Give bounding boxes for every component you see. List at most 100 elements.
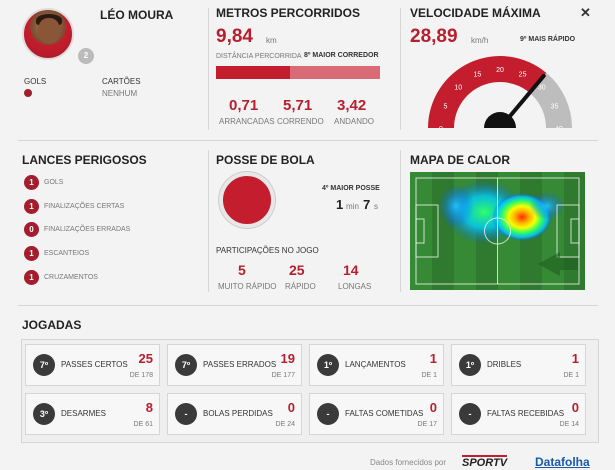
card-value: 1 [429,351,437,366]
lance-item-gols: 1 GOLS [24,175,63,190]
lance-count-badge: 1 [24,246,39,261]
gauge-empty-arc [529,72,572,128]
player-name: LÉO MOURA [100,8,174,22]
correndo-value: 5,71 [283,97,313,114]
card-value: 0 [429,400,437,415]
jersey-number-badge: 2 [78,48,94,64]
rapido-label: RÁPIDO [285,282,316,291]
lance-label: FINALIZAÇÕES ERRADAS [44,226,131,233]
gol-dot-icon [24,89,32,97]
participacoes-label: PARTICIPAÇÕES NO JOGO [216,246,319,255]
posse-title: POSSE DE BOLA [216,153,315,167]
rank-badge: - [175,403,197,425]
rank-badge: - [317,403,339,425]
gauge-tick-label: 30 [538,84,546,91]
card-passes-certos: 7º PASSES CERTOS 25 DE 178 [25,344,160,386]
card-label: PASSES CERTOS [61,360,128,369]
card-lancamentos: 1º LANÇAMENTOS 1 DE 1 [309,344,444,386]
lance-label: FINALIZAÇÕES CERTAS [44,203,125,210]
gauge-tick-label: 0 [439,126,443,128]
card-bolas-perdidas: - BOLAS PERDIDAS 0 DE 24 [167,393,302,435]
card-label: FALTAS COMETIDAS [345,409,424,418]
rank-badge: 7º [175,354,197,376]
distance-bar [216,66,380,79]
corredor-rank: 8º MAIOR CORREDOR [304,52,379,59]
gauge-tick-label: 25 [519,71,527,78]
card-value: 25 [138,351,153,366]
gauge-tick-label: 35 [551,103,559,110]
rank-badge: 1º [459,354,481,376]
card-label: BOLAS PERDIDAS [203,409,273,418]
card-label: DESARMES [61,409,106,418]
posse-min-unit: min [346,202,359,211]
datafolha-logo: Datafolha [535,455,590,469]
mapa-title: MAPA DE CALOR [410,153,510,167]
card-value: 8 [145,400,153,415]
posse-min-value: 1 [336,197,344,212]
player-avatar [22,8,74,60]
metros-unit: km [266,36,277,45]
metros-value: 9,84 [216,26,253,47]
cartoes-label: CARTÕES [102,77,141,86]
gauge-filled-arc [428,56,547,128]
card-dribles: 1º DRIBLES 1 DE 1 [451,344,586,386]
gauge-tick-label: 15 [474,71,482,78]
lance-count-badge: 1 [24,175,39,190]
card-total: DE 178 [129,372,153,379]
jogadas-title: JOGADAS [22,318,82,332]
card-faltas-recebidas: - FALTAS RECEBIDAS 0 DE 14 [451,393,586,435]
gols-label: GOLS [24,77,47,86]
speed-gauge: 0 5 10 15 20 25 30 35 40 [428,56,572,128]
gauge-tick-label: 5 [444,103,448,110]
posse-circle [219,172,275,228]
andando-label: ANDANDO [334,117,375,126]
lance-item-cruzamentos: 1 CRUZAMENTOS [24,270,98,285]
rank-badge: 7º [33,354,55,376]
card-total: DE 14 [559,421,579,428]
card-label: PASSES ERRADOS [203,360,277,369]
card-label: LANÇAMENTOS [345,360,406,369]
heat-map [410,172,585,290]
arrancadas-value: 0,71 [229,97,259,114]
lance-item-finalizacoes-certas: 1 FINALIZAÇÕES CERTAS [24,199,124,214]
card-desarmes: 3º DESARMES 8 DE 61 [25,393,160,435]
card-total: DE 177 [271,372,295,379]
sportv-logo: SPORTV [462,455,508,469]
card-total: DE 1 [563,372,579,379]
gauge-tick-label: 20 [496,67,504,74]
gauge-hub [484,112,516,128]
arrancadas-label: ARRANCADAS [219,117,275,126]
velocidade-rank: 9º MAIS RÁPIDO [520,36,576,43]
lance-count-badge: 1 [24,270,39,285]
rank-badge: 3º [33,403,55,425]
gauge-tick-label: 10 [454,84,462,91]
muito-rapido-label: MUITO RÁPIDO [218,282,277,291]
lance-label: ESCANTEIOS [44,250,90,257]
cartoes-value: NENHUM [102,89,138,98]
close-icon[interactable]: ✕ [580,5,591,20]
metros-title: METROS PERCORRIDOS [216,6,361,20]
longas-value: 14 [343,262,359,278]
card-total: DE 1 [421,372,437,379]
muito-rapido-value: 5 [238,262,246,278]
longas-label: LONGAS [338,282,372,291]
lance-count-badge: 1 [24,199,39,214]
velocidade-unit: km/h [471,36,489,45]
lance-count-badge: 0 [24,222,39,237]
card-value: 1 [571,351,579,366]
rank-badge: - [459,403,481,425]
card-label: DRIBLES [487,360,522,369]
card-total: DE 61 [133,421,153,428]
lance-item-escanteios: 1 ESCANTEIOS [24,246,89,261]
gauge-tick-label: 40 [555,126,563,128]
lance-label: CRUZAMENTOS [44,274,98,281]
posse-rank: 4º MAIOR POSSE [322,185,380,192]
correndo-label: CORRENDO [277,117,324,126]
card-value: 0 [287,400,295,415]
velocidade-value: 28,89 [410,26,458,47]
velocidade-title: VELOCIDADE MÁXIMA [410,6,541,20]
card-value: 19 [280,351,295,366]
andando-value: 3,42 [337,97,367,114]
card-label: FALTAS RECEBIDAS [487,409,565,418]
footer-text: Dados fornecidos por [370,458,447,467]
